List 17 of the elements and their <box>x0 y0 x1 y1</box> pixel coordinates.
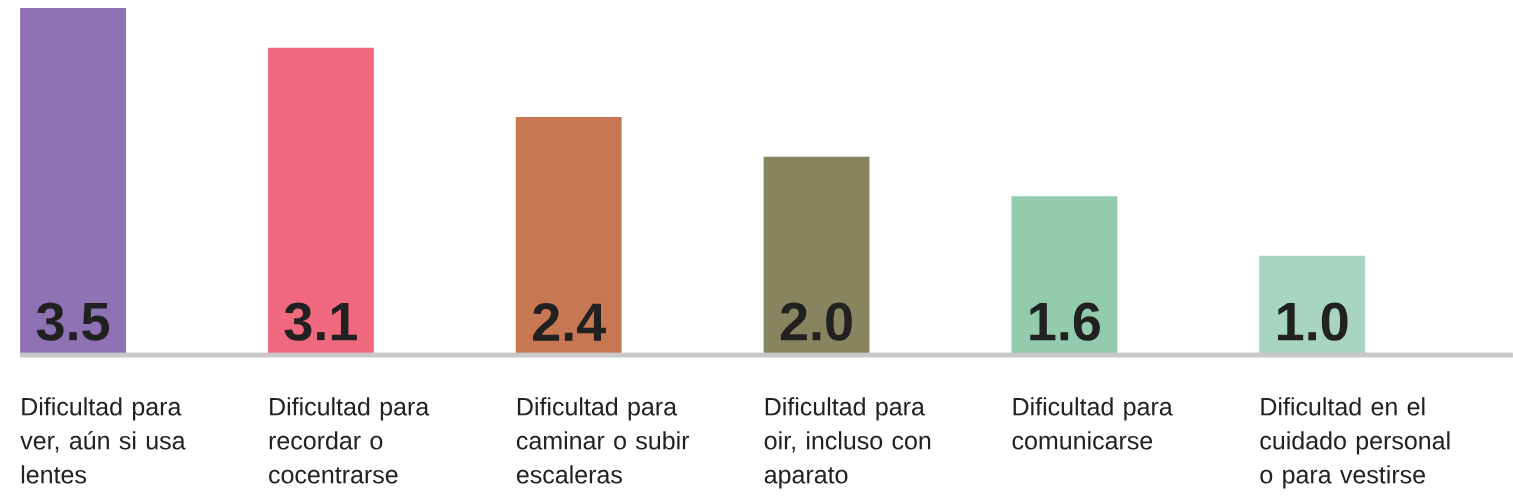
data-label: 2.4 <box>533 303 606 341</box>
x-tick-label: Dificultad para recordar o cocentrarse <box>269 397 430 484</box>
bar <box>267 47 374 355</box>
data-label: 3.5 <box>36 302 110 341</box>
data-label: 3.1 <box>284 302 357 341</box>
bar <box>515 117 622 355</box>
x-tick-label: Dificultad para oir, incluso con aparato <box>764 397 931 489</box>
x-tick-label: Dificultad en el cuidado personal o para vestirse <box>1260 397 1450 489</box>
data-label: 2.0 <box>780 302 852 341</box>
data-label: 1.0 <box>1278 302 1348 341</box>
data-label: 1.6 <box>1030 302 1100 341</box>
x-tick-label: Dificultad para comunicarse <box>1012 397 1173 450</box>
bar <box>1011 196 1118 355</box>
x-tick-label: Dificultad para ver, aún si usa lentes <box>20 397 186 484</box>
bar <box>763 156 870 355</box>
x-tick-label: Dificultad para caminar o subir escaleras <box>516 397 690 484</box>
bar <box>20 8 126 355</box>
